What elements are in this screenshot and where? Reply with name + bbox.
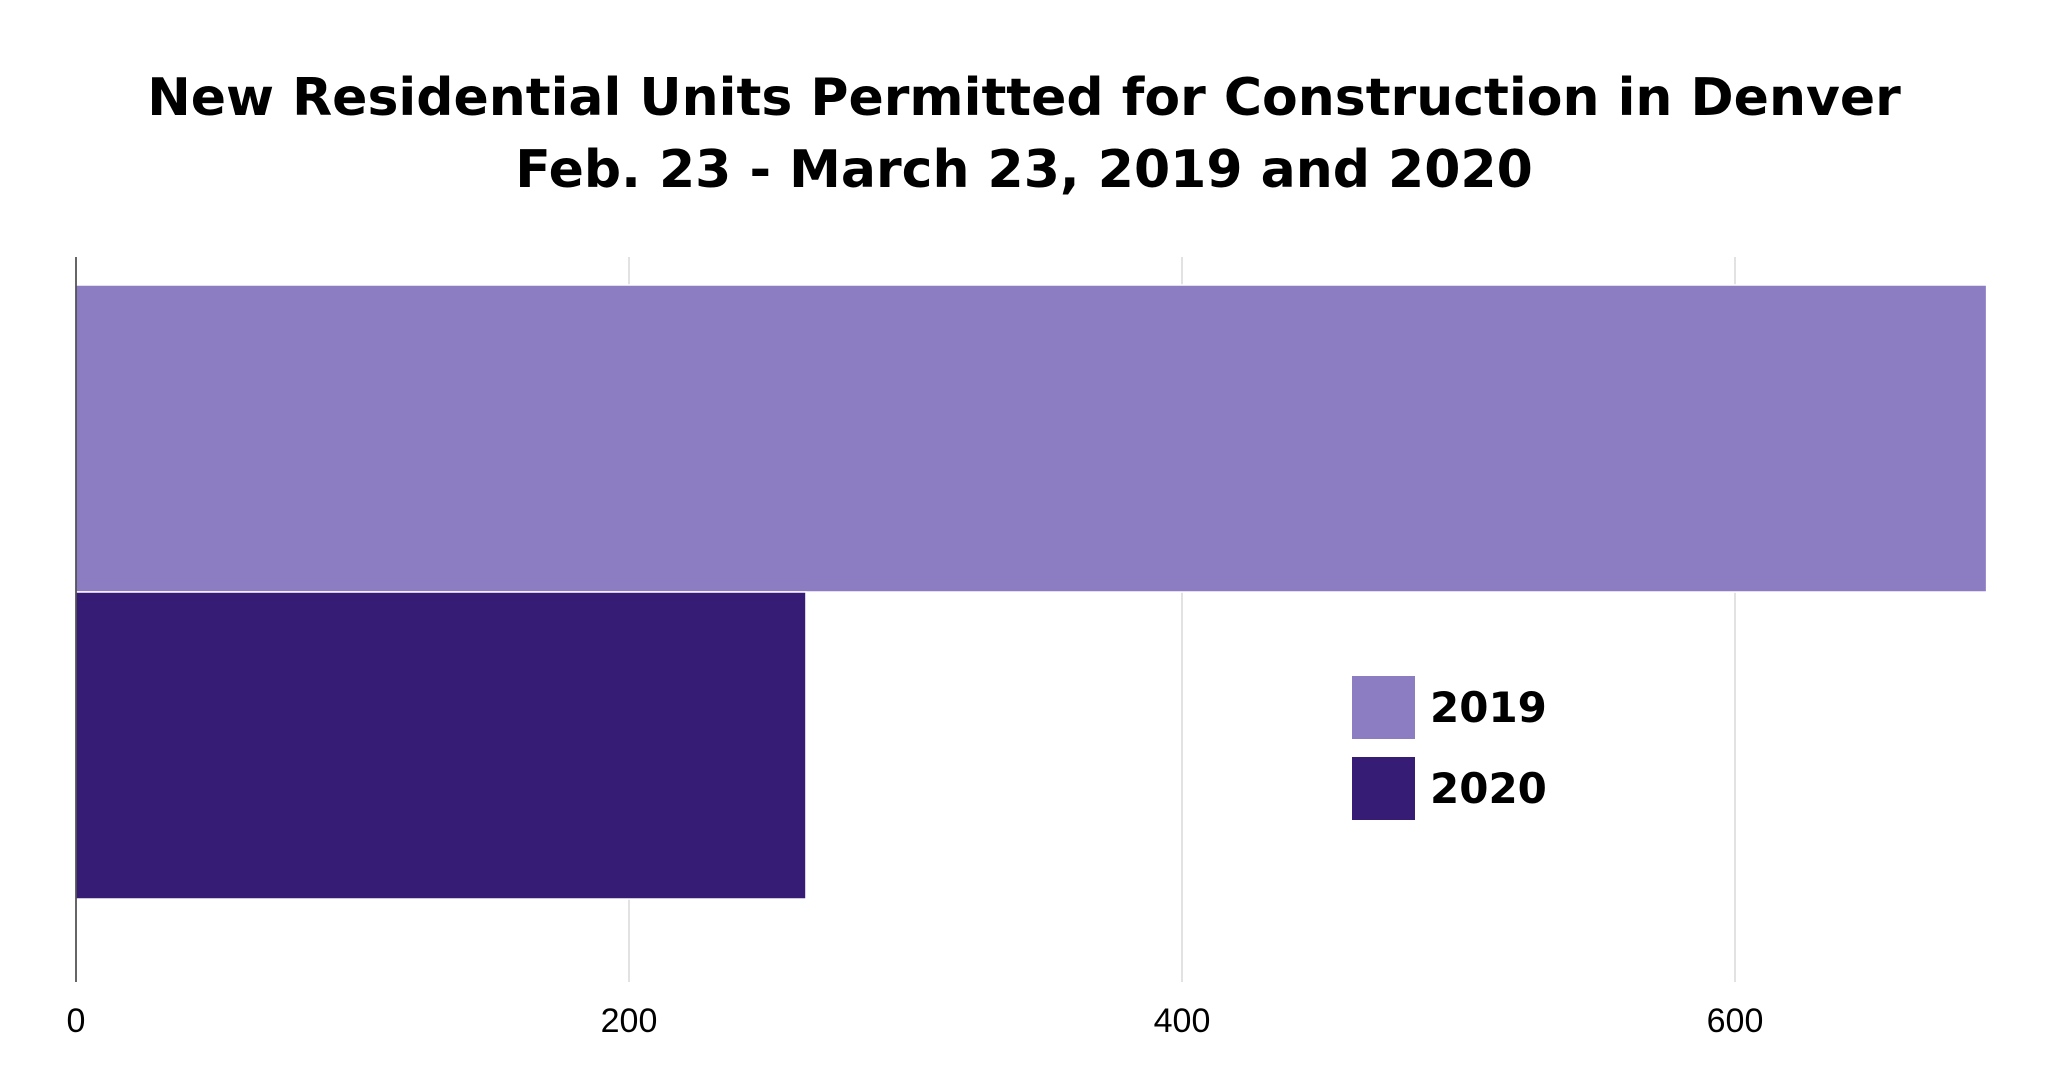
- legend: 2019 2020: [1352, 676, 1547, 820]
- legend-label-2019: 2019: [1430, 683, 1547, 732]
- x-axis-ticks: 0 200 400 600: [67, 1002, 1764, 1040]
- x-tick-label-200: 200: [601, 1002, 658, 1040]
- bar-2019: [75, 284, 1988, 593]
- legend-swatch-2019: [1352, 676, 1415, 739]
- bars: [75, 284, 1988, 900]
- bar-2020: [75, 591, 807, 900]
- chart-title: New Residential Units Permitted for Cons…: [147, 68, 1901, 128]
- legend-label-2020: 2020: [1430, 764, 1547, 813]
- chart-title-block: New Residential Units Permitted for Cons…: [0, 62, 2048, 206]
- x-tick-label-600: 600: [1707, 1002, 1764, 1040]
- legend-swatch-2020: [1352, 757, 1415, 820]
- x-tick-label-400: 400: [1154, 1002, 1211, 1040]
- x-tick-label-0: 0: [67, 1002, 86, 1040]
- chart-subtitle: Feb. 23 - March 23, 2019 and 2020: [515, 140, 1533, 200]
